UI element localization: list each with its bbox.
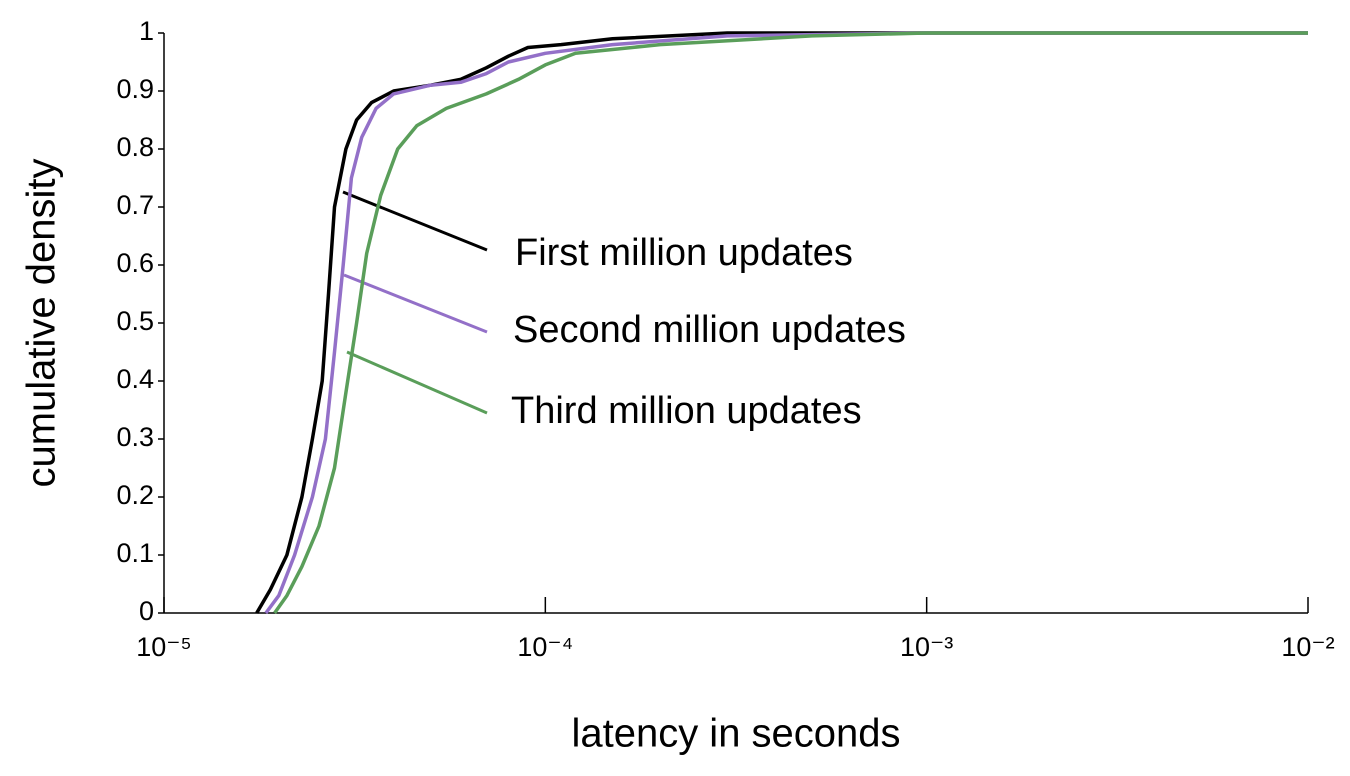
y-tick-label: 0.7 — [116, 190, 154, 220]
series-line — [264, 31, 1308, 615]
y-tick-label: 0.2 — [116, 480, 154, 510]
series-line — [255, 31, 1308, 614]
series-line — [273, 31, 1308, 615]
y-tick-label: 0.6 — [116, 248, 154, 278]
y-tick-label: 0.8 — [116, 132, 154, 162]
y-tick-label: 0.3 — [116, 422, 154, 452]
y-tick-label: 1 — [139, 16, 154, 46]
x-tick-label: 10⁻⁵ — [136, 632, 191, 662]
legend-leader — [342, 190, 488, 252]
y-tick-label: 0.5 — [116, 306, 154, 336]
legend-label: Second million updates — [513, 309, 906, 351]
y-tick-label: 0.4 — [116, 364, 154, 394]
x-tick-label: 10⁻³ — [900, 632, 953, 662]
y-tick-label: 0.1 — [116, 538, 154, 568]
y-tick-label: 0.9 — [116, 74, 154, 104]
x-tick-label: 10⁻² — [1281, 632, 1334, 662]
x-axis-title: latency in seconds — [571, 712, 900, 756]
y-tick-label: 0 — [139, 596, 154, 626]
legend-leader — [346, 350, 488, 415]
legend-label: First million updates — [515, 232, 853, 274]
legend-leader — [343, 273, 488, 334]
y-axis-title: cumulative density — [20, 158, 64, 487]
x-tick-label: 10⁻⁴ — [517, 632, 573, 662]
legend-label: Third million updates — [511, 390, 862, 432]
